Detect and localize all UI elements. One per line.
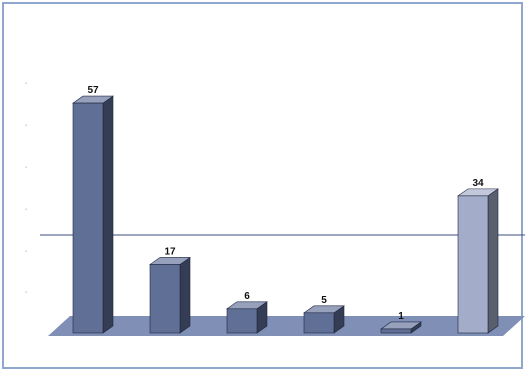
bar-3 [303, 312, 335, 334]
bar-side [487, 188, 499, 334]
data-label-3: 5 [321, 295, 327, 306]
data-label-4: 1 [398, 311, 404, 322]
bar-0 [72, 102, 104, 334]
bar-side [179, 256, 191, 334]
y-tick-mark: · [25, 206, 27, 213]
bars-layer: 57 17 6 5 1 34 [72, 85, 499, 334]
bar-2 [226, 308, 258, 334]
chart-floor [48, 316, 525, 336]
data-label-5: 34 [472, 178, 484, 189]
y-tick-mark: · [25, 289, 27, 296]
data-label-1: 17 [164, 246, 176, 257]
data-label-2: 6 [244, 291, 250, 302]
bar-1 [149, 264, 181, 334]
bar-side [102, 95, 114, 334]
data-label-0: 57 [87, 85, 99, 96]
y-tick-mark: · [25, 164, 27, 171]
y-tick-mark: · [25, 248, 27, 255]
y-tick-mark: · [25, 122, 27, 129]
bar-4 [380, 328, 412, 334]
y-tick-mark: · [25, 80, 27, 87]
bar-5 [457, 195, 489, 334]
